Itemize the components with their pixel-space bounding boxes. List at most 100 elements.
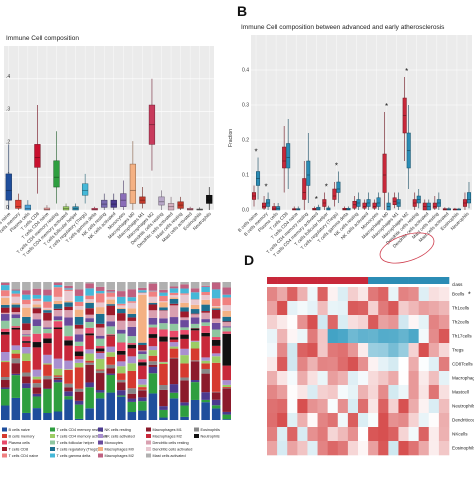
panel-c-bar-segment	[180, 289, 189, 294]
panel-b-y-tick-label: 0.4	[242, 68, 249, 74]
heatmap-cell	[368, 301, 378, 315]
panel-c-legend-swatch	[98, 454, 103, 458]
panel-c-bar-segment	[54, 377, 63, 378]
panel-c-bar-segment	[128, 282, 137, 289]
panel-c-bar-segment	[75, 325, 84, 329]
panel-c-bar-segment	[22, 353, 31, 360]
panel-c-bar-segment	[180, 363, 189, 377]
panel-c-bar-segment	[106, 290, 115, 292]
panel-c-bar-segment	[1, 314, 10, 321]
panel-c-bar-segment	[201, 313, 210, 319]
panel-c-bar-segment	[159, 310, 168, 311]
panel-c-bar-segment	[106, 352, 115, 357]
panel-c-bar-segment	[12, 291, 21, 294]
heatmap-cell	[439, 413, 449, 427]
panel-c-legend-swatch	[50, 428, 55, 432]
panel-c-bar-segment	[64, 288, 73, 289]
panel-c-bar-segment	[128, 314, 137, 318]
panel-c-bar-segment	[75, 282, 84, 289]
heatmap-cell	[429, 357, 439, 371]
heatmap-class-cell	[358, 277, 368, 284]
heatmap-cell	[429, 371, 439, 385]
panel-c-legend-swatch	[50, 454, 55, 458]
heatmap-cell	[277, 371, 287, 385]
panel-c-bar-segment	[75, 306, 84, 310]
panel-c-bar-segment	[128, 303, 137, 309]
heatmap-cell	[297, 287, 307, 301]
panel-c-bar-segment	[54, 287, 63, 297]
panel-b-box-early-body	[286, 144, 290, 169]
panel-c-bar-segment	[138, 288, 147, 290]
panel-c-bar-segment	[170, 359, 179, 385]
panel-c-bar-segment	[33, 299, 42, 301]
heatmap-cell	[287, 357, 297, 371]
panel-c-bar-segment	[43, 338, 52, 343]
heatmap-cell	[368, 371, 378, 385]
panel-c-legend-label: Neutrophils	[201, 435, 220, 439]
panel-c-bar-segment	[128, 348, 137, 356]
heatmap-class-label: class	[452, 282, 463, 287]
panel-c-bar-segment	[159, 364, 168, 385]
panel-c-bar-segment	[191, 324, 200, 328]
panel-a-box-body	[25, 205, 31, 210]
panel-c-bar-segment	[138, 387, 147, 390]
panel-c-bar-segment	[54, 329, 63, 359]
panel-c-bar-segment	[22, 335, 31, 336]
heatmap-cell	[358, 329, 368, 343]
panel-c-bar-segment	[22, 347, 31, 353]
panel-c-bar-segment	[96, 324, 105, 328]
panel-c-bar-segment	[12, 312, 21, 314]
panel-c-bar-segment	[64, 396, 73, 399]
panel-c-bar-segment	[54, 297, 63, 301]
panel-c-legend-swatch	[50, 434, 55, 438]
panel-c-bar-segment	[106, 393, 115, 420]
panel-c-legend-label: Plasma cells	[9, 441, 30, 445]
panel-c-bar-segment	[96, 393, 105, 399]
panel-c-bar-segment	[22, 372, 31, 376]
panel-c-bar-segment	[64, 302, 73, 306]
heatmap-cell	[277, 315, 287, 329]
heatmap-cell	[338, 287, 348, 301]
panel-c-bar-segment	[212, 298, 221, 306]
heatmap-cell	[338, 357, 348, 371]
heatmap-cell	[419, 357, 429, 371]
heatmap-cell	[338, 399, 348, 413]
heatmap-cell	[358, 427, 368, 441]
heatmap-cell	[358, 441, 368, 455]
panel-c-bar-segment	[149, 302, 158, 303]
panel-b-title: Immune Cell composition between advanced…	[241, 24, 445, 31]
panel-c-bar-segment	[222, 334, 231, 366]
heatmap-cell	[429, 413, 439, 427]
panel-c-bar-segment	[149, 393, 158, 420]
panel-c-bar-segment	[54, 382, 63, 411]
heatmap-cell	[429, 385, 439, 399]
panel-c-bar-segment	[149, 318, 158, 325]
panel-c-bar-segment	[33, 313, 42, 319]
panel-c-bar-segment	[149, 297, 158, 303]
heatmap-cell	[429, 343, 439, 357]
panel-c-legend-label: T cells gamma delta	[57, 454, 92, 458]
heatmap-cell	[368, 315, 378, 329]
panel-c-bar-segment	[43, 295, 52, 301]
heatmap-cell	[307, 301, 317, 315]
panel-c-bar-segment	[33, 370, 42, 377]
panel-a-y-tick-label: .2	[6, 139, 10, 145]
panel-c-bar-segment	[12, 290, 21, 291]
heatmap-row-label: Neutrophils	[452, 404, 474, 409]
panel-c-bar-segment	[33, 408, 42, 420]
heatmap-cell	[419, 315, 429, 329]
panel-c-bar-segment	[85, 408, 94, 420]
panel-c-legend-swatch	[98, 428, 103, 432]
heatmap-cell	[398, 441, 408, 455]
panel-c-legend-swatch	[2, 441, 7, 445]
panel-c-bar-segment	[117, 305, 126, 307]
panel-c-bar-segment	[212, 308, 221, 309]
panel-c-bar-segment	[96, 369, 105, 370]
heatmap-cell	[318, 315, 328, 329]
panel-c-bar-segment	[33, 282, 42, 289]
panel-a-box-body	[35, 144, 41, 167]
panel-c-bar-segment	[180, 293, 189, 294]
heatmap-cell	[328, 413, 338, 427]
panel-b-significance-star: *	[325, 183, 328, 192]
panel-c-bar-segment	[201, 286, 210, 287]
